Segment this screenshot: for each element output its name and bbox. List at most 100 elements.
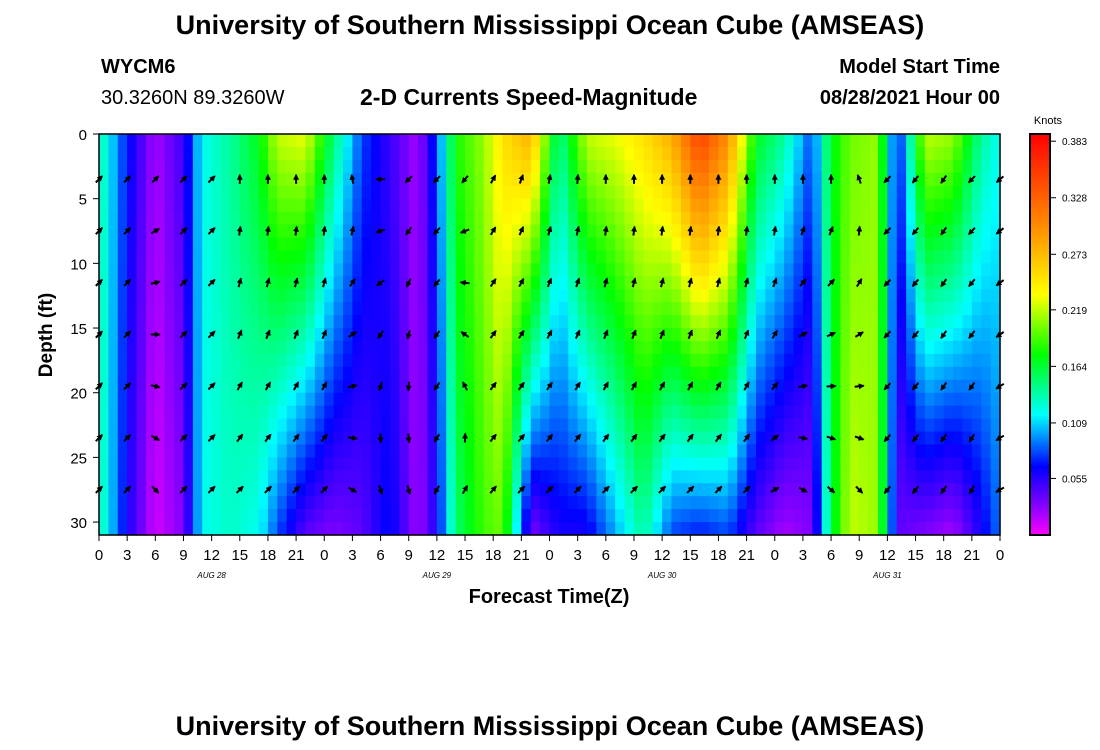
heat-cell: [296, 134, 307, 148]
heat-cell: [615, 134, 626, 148]
heat-cell: [530, 224, 541, 239]
heat-cell: [981, 522, 992, 536]
heat-cell: [258, 146, 269, 161]
heat-cell: [164, 185, 175, 200]
heat-cell: [540, 353, 551, 368]
heat-cell: [155, 509, 166, 523]
heat-cell: [267, 353, 278, 368]
heat-cell: [615, 366, 626, 381]
heat-cell: [249, 379, 260, 394]
heat-cell: [371, 366, 382, 381]
heat-cell: [277, 185, 288, 200]
heat-cell: [915, 263, 926, 277]
heat-cell: [981, 315, 992, 329]
heat-cell: [145, 340, 156, 355]
heat-cell: [643, 276, 654, 290]
heat-cell: [389, 172, 400, 187]
heat-cell: [164, 302, 175, 316]
heat-cell: [249, 134, 260, 148]
heat-cell: [990, 444, 1001, 458]
heat-cell: [840, 405, 851, 420]
heat-cell: [868, 315, 879, 329]
heat-cell: [924, 328, 935, 342]
heat-cell: [915, 353, 926, 368]
heat-cell: [662, 237, 673, 252]
heat-cell: [906, 392, 917, 407]
heat-cell: [633, 276, 644, 290]
x-axis: 0 3 6 9 12 15 18 21 0 3 6 9 12 15 18 21 0 3 6 9 12 15 18 21 0 3 6 9…: [95, 535, 1004, 580]
heat-cell: [849, 211, 860, 226]
heat-cell: [821, 263, 832, 277]
heat-cell: [605, 237, 616, 252]
heat-cell: [662, 431, 673, 446]
heat-cell: [990, 224, 1001, 239]
heat-cell: [784, 302, 795, 316]
current-arrow: [292, 485, 301, 494]
x-tick-label: 12: [654, 547, 671, 564]
current-arrow: [518, 225, 525, 236]
heat-cell: [737, 198, 748, 213]
heat-cell: [511, 328, 522, 342]
heat-cell: [483, 159, 494, 174]
heat-cell: [465, 470, 476, 484]
heat-cell: [971, 340, 982, 355]
heat-cell: [108, 224, 119, 239]
heat-cell: [896, 353, 907, 368]
heat-cell: [859, 198, 870, 213]
heat-cell: [765, 159, 776, 174]
heat-cell: [831, 470, 842, 484]
heat-cell: [915, 276, 926, 290]
heat-cell: [915, 134, 926, 148]
heat-cell: [174, 496, 185, 510]
heat-cell: [727, 353, 738, 368]
heat-cell: [455, 457, 466, 471]
heat-cell: [812, 522, 823, 536]
heat-cell: [784, 263, 795, 277]
heat-cell: [202, 509, 213, 523]
heat-cell: [145, 159, 156, 174]
heat-cell: [633, 315, 644, 329]
heat-cell: [136, 263, 147, 277]
heat-cell: [249, 276, 260, 290]
colorbar-tick-label: 0.219: [1062, 306, 1087, 317]
heat-cell: [258, 522, 269, 536]
heat-cell: [558, 302, 569, 316]
heat-cell: [812, 250, 823, 264]
heat-cell: [896, 444, 907, 458]
chart-title: 2-D Currents Speed-Magnitude: [360, 84, 698, 110]
heat-cell: [249, 431, 260, 446]
heat-cell: [230, 134, 241, 148]
current-arrow: [404, 175, 413, 184]
heat-cell: [324, 146, 335, 161]
heat-cell: [877, 444, 888, 458]
heat-cell: [652, 418, 663, 433]
heat-cell: [643, 263, 654, 277]
heat-cell: [211, 509, 222, 523]
current-arrow: [854, 383, 865, 390]
heat-cell: [530, 302, 541, 316]
heat-cell: [915, 172, 926, 187]
heat-cell: [380, 457, 391, 471]
heat-cell: [934, 211, 945, 226]
heat-cell: [840, 431, 851, 446]
heat-cell: [971, 289, 982, 303]
heat-cell: [831, 263, 842, 277]
heat-cell: [727, 302, 738, 316]
heat-cell: [540, 315, 551, 329]
heat-cell: [568, 289, 579, 303]
heat-cell: [530, 134, 541, 148]
heat-cell: [211, 302, 222, 316]
heat-cell: [446, 263, 457, 277]
heat-cell: [502, 457, 513, 471]
heat-cell: [577, 172, 588, 187]
heat-cell: [174, 340, 185, 355]
heat-cell: [718, 172, 729, 187]
heat-cell: [953, 392, 964, 407]
heat-cell: [474, 328, 485, 342]
heat-cell: [296, 198, 307, 213]
heat-cell: [427, 509, 438, 523]
heat-cell: [333, 496, 344, 510]
heat-cell: [99, 302, 109, 316]
heat-cell: [859, 237, 870, 252]
heat-cell: [249, 250, 260, 264]
